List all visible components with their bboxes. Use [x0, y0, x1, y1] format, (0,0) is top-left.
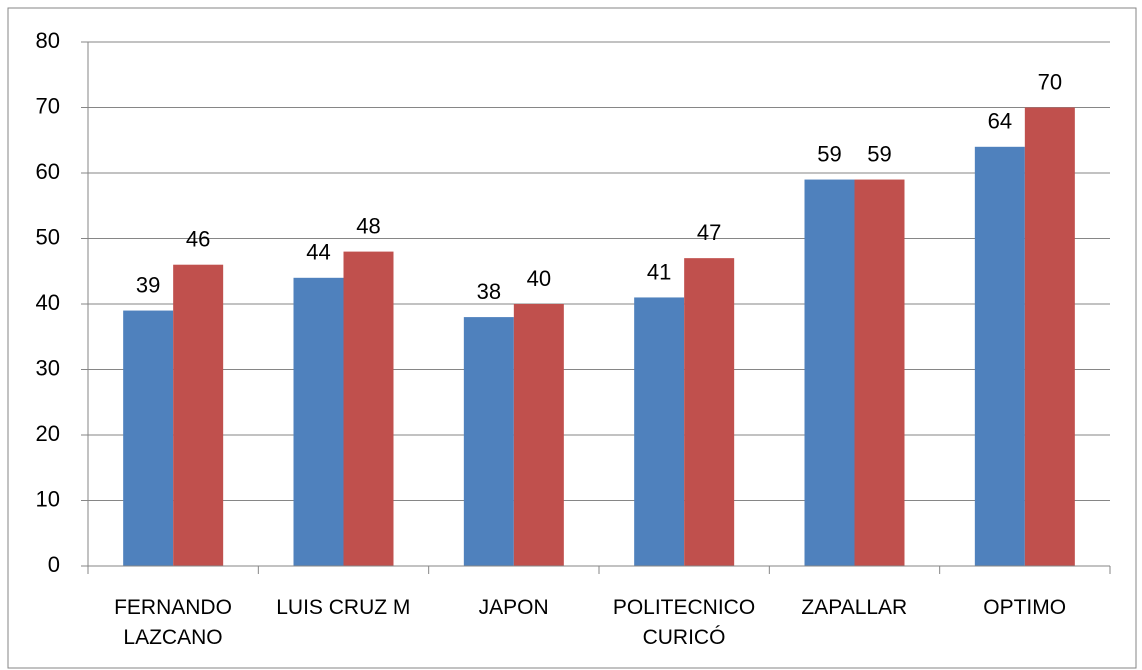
data-label: 38	[477, 279, 501, 304]
x-tick-label: OPTIMO	[983, 596, 1067, 619]
bar	[804, 179, 855, 567]
data-label: 48	[356, 213, 380, 238]
bar	[123, 310, 174, 566]
y-tick-label: 50	[36, 224, 60, 249]
y-tick-label: 60	[36, 159, 60, 184]
data-label: 64	[988, 109, 1012, 134]
y-tick-label: 40	[36, 290, 60, 315]
data-label: 70	[1038, 69, 1062, 94]
bar	[1024, 107, 1075, 566]
bar	[513, 304, 564, 566]
bar	[343, 251, 394, 566]
data-label: 47	[697, 220, 721, 245]
data-label: 59	[867, 141, 891, 166]
y-tick-label: 70	[36, 93, 60, 118]
bar	[974, 146, 1025, 567]
bar	[293, 277, 344, 566]
bar	[463, 317, 514, 566]
data-label: 40	[527, 266, 551, 291]
bar	[634, 297, 685, 566]
data-label: 41	[647, 259, 671, 284]
x-tick-label: ZAPALLAR	[801, 596, 908, 619]
y-tick-label: 20	[36, 421, 60, 446]
x-tick-label: POLITECNICO CURICÓ	[612, 596, 756, 649]
bar	[173, 264, 224, 566]
y-tick-label: 10	[36, 486, 60, 511]
bar	[684, 258, 735, 566]
y-tick-label: 30	[36, 355, 60, 380]
x-tick-label: JAPON	[478, 596, 549, 619]
data-label: 39	[136, 272, 160, 297]
data-label: 44	[306, 240, 330, 265]
bar	[854, 179, 905, 567]
y-tick-label: 80	[36, 28, 60, 53]
y-tick-label: 0	[48, 552, 60, 577]
data-label: 59	[817, 141, 841, 166]
data-label: 46	[186, 227, 210, 252]
x-tick-label: LUIS CRUZ M	[276, 596, 411, 619]
x-tick-label: FERNANDO LAZCANO	[114, 596, 232, 649]
